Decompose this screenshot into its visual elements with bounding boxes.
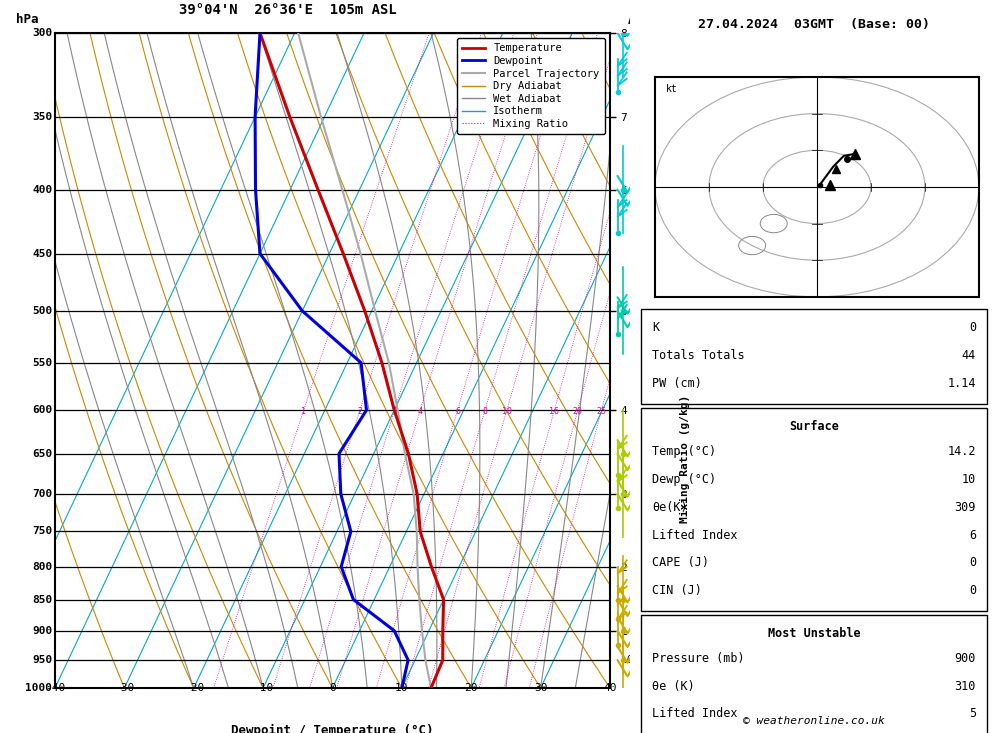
Text: PW (cm): PW (cm) (652, 377, 702, 390)
Text: 1000: 1000 (25, 683, 52, 693)
Text: θе (K): θе (K) (652, 679, 695, 693)
Text: 1: 1 (301, 407, 306, 416)
Text: 450: 450 (32, 248, 52, 259)
Text: Lifted Index: Lifted Index (652, 707, 738, 721)
Text: 16: 16 (549, 407, 559, 416)
Text: Most Unstable: Most Unstable (768, 627, 860, 640)
Text: 5: 5 (969, 707, 976, 721)
Text: -20: -20 (184, 682, 204, 693)
Text: hPa: hPa (16, 13, 39, 26)
Text: kt: kt (666, 84, 678, 94)
Text: 20: 20 (573, 407, 583, 416)
Text: 850: 850 (32, 594, 52, 605)
Text: 0: 0 (329, 682, 336, 693)
Text: 750: 750 (32, 526, 52, 537)
Text: 25: 25 (596, 407, 606, 416)
Text: Mixing Ratio (g/kg): Mixing Ratio (g/kg) (680, 394, 690, 523)
Bar (641, 408, 987, 611)
Text: 900: 900 (955, 652, 976, 665)
Text: 500: 500 (32, 306, 52, 316)
Text: Temp (°C): Temp (°C) (652, 445, 716, 458)
Text: 10: 10 (962, 473, 976, 486)
Text: Surface: Surface (789, 420, 839, 433)
Text: 650: 650 (32, 449, 52, 459)
Text: 700: 700 (32, 489, 52, 499)
Text: 0: 0 (969, 584, 976, 597)
Text: -40: -40 (45, 682, 65, 693)
Text: θе(K): θе(K) (652, 501, 688, 514)
Text: LCL: LCL (621, 655, 639, 665)
Text: 39°04'N  26°36'E  105m ASL: 39°04'N 26°36'E 105m ASL (179, 3, 397, 17)
Text: CIN (J): CIN (J) (652, 584, 702, 597)
Text: 0: 0 (969, 556, 976, 570)
Bar (641, 309, 987, 404)
Text: CAPE (J): CAPE (J) (652, 556, 709, 570)
Text: 40: 40 (603, 682, 617, 693)
Text: Totals Totals: Totals Totals (652, 349, 745, 362)
Text: 3: 3 (392, 407, 397, 416)
Text: Dewp (°C): Dewp (°C) (652, 473, 716, 486)
Text: 8: 8 (482, 407, 487, 416)
Text: 300: 300 (32, 28, 52, 38)
Text: 20: 20 (465, 682, 478, 693)
Legend: Temperature, Dewpoint, Parcel Trajectory, Dry Adiabat, Wet Adiabat, Isotherm, Mi: Temperature, Dewpoint, Parcel Trajectory… (457, 38, 605, 134)
Text: -30: -30 (114, 682, 134, 693)
Bar (641, 615, 987, 733)
Text: 350: 350 (32, 112, 52, 122)
Text: km
ASL: km ASL (628, 5, 648, 26)
Text: Dewpoint / Temperature (°C): Dewpoint / Temperature (°C) (231, 724, 434, 733)
Text: 30: 30 (534, 682, 547, 693)
Text: 600: 600 (32, 405, 52, 415)
Text: 309: 309 (955, 501, 976, 514)
Text: 900: 900 (32, 626, 52, 636)
Text: 0: 0 (969, 321, 976, 334)
Text: © weatheronline.co.uk: © weatheronline.co.uk (743, 715, 885, 726)
Text: 1.14: 1.14 (947, 377, 976, 390)
Text: 400: 400 (32, 185, 52, 194)
Text: 10: 10 (502, 407, 512, 416)
Text: 550: 550 (32, 358, 52, 368)
Text: 44: 44 (962, 349, 976, 362)
Text: Pressure (mb): Pressure (mb) (652, 652, 745, 665)
Text: 6: 6 (455, 407, 460, 416)
Text: 2: 2 (357, 407, 362, 416)
Text: 10: 10 (395, 682, 409, 693)
Text: Lifted Index: Lifted Index (652, 528, 738, 542)
Text: 310: 310 (955, 679, 976, 693)
Text: 950: 950 (32, 655, 52, 665)
Text: K: K (652, 321, 659, 334)
Text: 800: 800 (32, 561, 52, 572)
Text: 27.04.2024  03GMT  (Base: 00): 27.04.2024 03GMT (Base: 00) (698, 18, 930, 32)
Text: 6: 6 (969, 528, 976, 542)
Text: 14.2: 14.2 (947, 445, 976, 458)
Text: -10: -10 (253, 682, 273, 693)
Text: 4: 4 (418, 407, 423, 416)
